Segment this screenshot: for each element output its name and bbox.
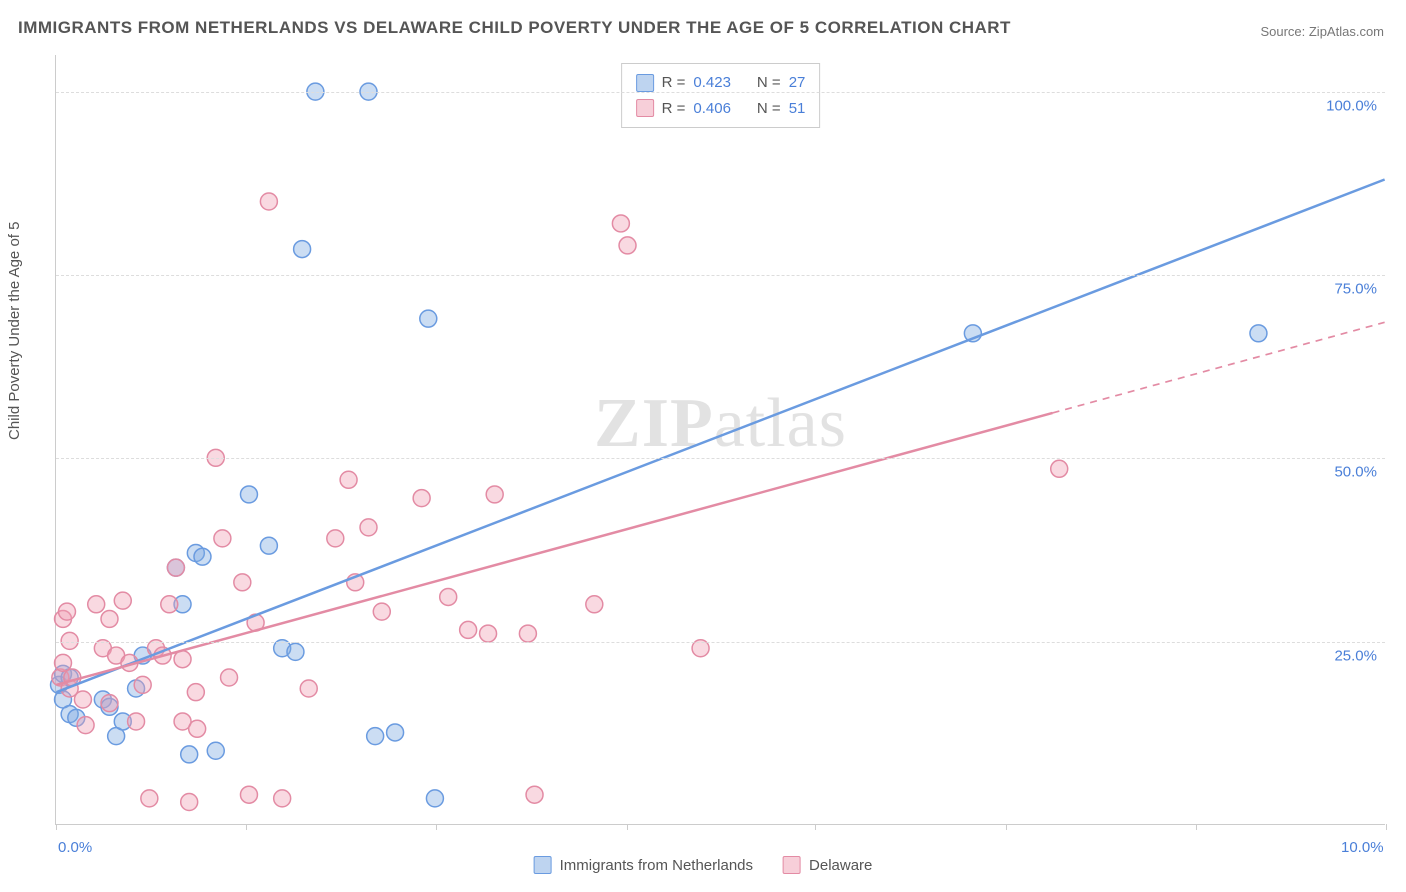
x-tick (436, 824, 437, 830)
y-axis-label: Child Poverty Under the Age of 5 (6, 222, 23, 440)
chart-container: IMMIGRANTS FROM NETHERLANDS VS DELAWARE … (0, 0, 1406, 892)
legend-item-delaware: Delaware (783, 856, 872, 874)
source-label: Source: ZipAtlas.com (1260, 24, 1384, 39)
legend-item-netherlands: Immigrants from Netherlands (534, 856, 753, 874)
r-label: R = (662, 96, 686, 122)
x-tick (627, 824, 628, 830)
y-tick-label: 75.0% (1334, 281, 1377, 298)
x-tick (1006, 824, 1007, 830)
chart-svg (56, 55, 1385, 824)
x-tick-label: 10.0% (1341, 839, 1384, 856)
swatch-blue-icon (636, 74, 654, 92)
x-tick (56, 824, 57, 830)
gridline (56, 275, 1385, 276)
n-label: N = (757, 96, 781, 122)
gridline (56, 458, 1385, 459)
legend-series: Immigrants from Netherlands Delaware (534, 856, 873, 874)
swatch-pink-icon (783, 856, 801, 874)
r-value: 0.406 (693, 96, 731, 122)
y-tick-label: 100.0% (1326, 97, 1377, 114)
gridline (56, 642, 1385, 643)
swatch-blue-icon (534, 856, 552, 874)
chart-title: IMMIGRANTS FROM NETHERLANDS VS DELAWARE … (18, 18, 1011, 38)
swatch-pink-icon (636, 99, 654, 117)
legend-row-pink: R = 0.406 N = 51 (636, 96, 806, 122)
legend-label: Immigrants from Netherlands (560, 857, 753, 874)
y-tick-label: 25.0% (1334, 647, 1377, 664)
n-value: 51 (789, 96, 806, 122)
gridline (56, 92, 1385, 93)
legend-label: Delaware (809, 857, 872, 874)
x-tick-label: 0.0% (58, 839, 92, 856)
x-tick (246, 824, 247, 830)
y-tick-label: 50.0% (1334, 464, 1377, 481)
x-tick (815, 824, 816, 830)
legend-correlation: R = 0.423 N = 27 R = 0.406 N = 51 (621, 63, 821, 128)
x-tick (1386, 824, 1387, 830)
plot-area: ZIPatlas R = 0.423 N = 27 R = 0.406 N = … (55, 55, 1385, 825)
x-tick (1196, 824, 1197, 830)
